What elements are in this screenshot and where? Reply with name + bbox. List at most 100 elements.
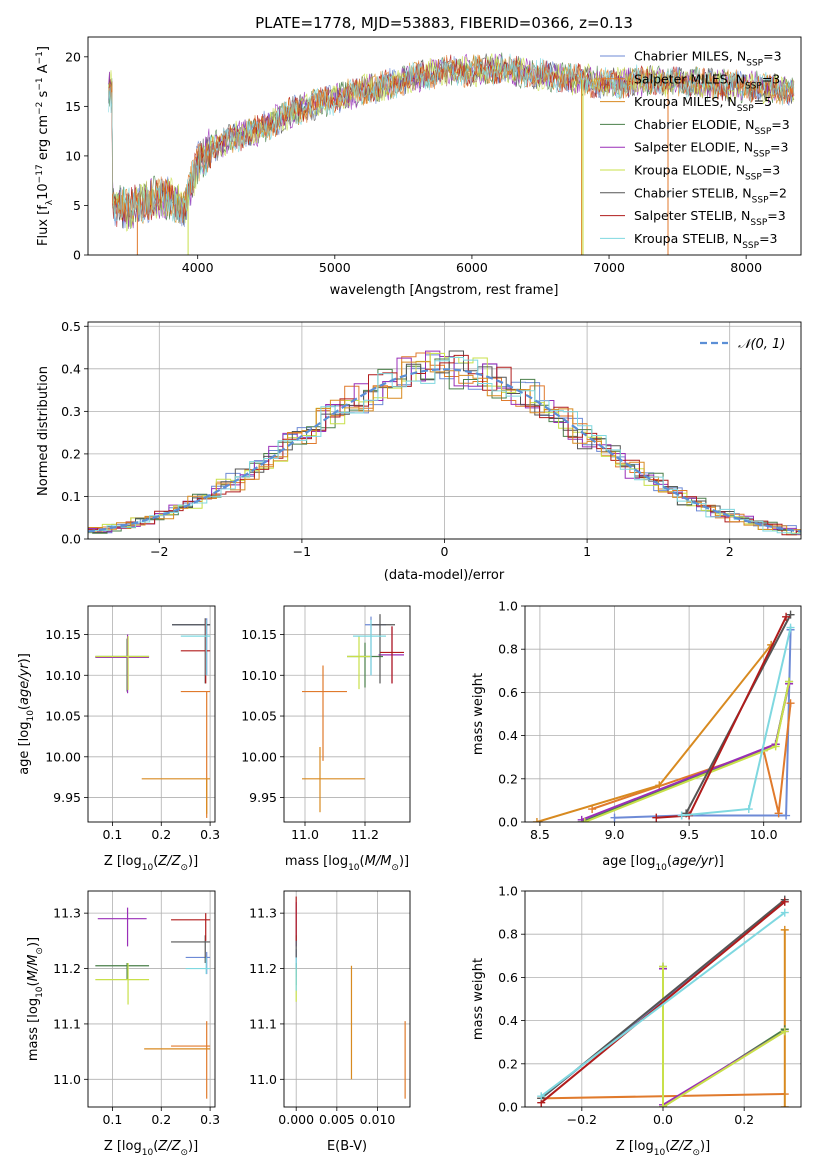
weight-marker <box>652 813 661 822</box>
y-tick-label: 11.1 <box>53 1016 81 1031</box>
y-tick-label: 9.95 <box>53 790 81 805</box>
plot-area <box>95 907 211 1099</box>
weight-marker <box>774 809 783 818</box>
axes-frame <box>524 890 802 1108</box>
y-tick-label: 10.05 <box>241 709 277 724</box>
y-tick-label: 0.0 <box>498 1100 518 1115</box>
axes-frame <box>283 605 411 823</box>
plot-area <box>537 895 789 1107</box>
x-tick-label: 0 <box>441 544 449 559</box>
spectrum-line <box>108 54 795 223</box>
age-vs-Z-panel: 0.1 0.2 0.3 9.95 10.00 10.05 10.10 10.15 Z [log1… <box>17 605 220 873</box>
x-tick-label: 0.2 <box>734 1112 754 1127</box>
y-tick-label: 0.2 <box>498 1056 518 1071</box>
legend-label: Chabrier ELODIE, NSSP=3 <box>634 117 790 137</box>
weight-marker <box>659 1103 667 1107</box>
y-tick-label: 10.05 <box>45 709 81 724</box>
figure-title: PLATE=1778, MJD=53883, FIBERID=0366, z=0… <box>255 14 633 32</box>
x-tick-label: 1 <box>583 544 591 559</box>
x-tick-label: 0.3 <box>200 827 220 842</box>
y-tick-label: 0.8 <box>498 642 518 657</box>
x-tick-label: 0.010 <box>360 1112 396 1127</box>
x-tick-label: 0.2 <box>151 827 171 842</box>
spectrum-panel: 4000 5000 6000 7000 8000 0 5 10 15 20 wavelength [… <box>35 36 802 298</box>
weight-line <box>656 616 787 819</box>
y-tick-label: 15 <box>65 99 81 114</box>
weight-marker <box>785 677 794 686</box>
x-tick-label: 0.3 <box>200 1112 220 1127</box>
legend-label: Chabrier MILES, NSSP=3 <box>634 49 782 69</box>
y-tick-label: 20 <box>65 49 81 64</box>
legend-label: Kroupa ELODIE, NSSP=3 <box>634 163 780 183</box>
weight-marker <box>532 818 541 822</box>
y-tick-label: 0.0 <box>61 532 81 547</box>
y-tick-label: 10.15 <box>241 627 277 642</box>
y-tick-label: 11.3 <box>53 906 81 921</box>
plot-area <box>88 350 801 536</box>
y-tick-label: 0.2 <box>61 446 81 461</box>
x-tick-label: 4000 <box>182 260 214 275</box>
y-tick-label: 0 <box>73 248 81 263</box>
y-axis-label: mass weight <box>471 673 486 755</box>
weight-marker <box>780 925 789 934</box>
axes-frame <box>87 36 802 256</box>
legend-label: Salpeter ELODIE, NSSP=3 <box>634 140 788 160</box>
weight-line <box>662 968 786 1107</box>
legend-label: Salpeter MILES, NSSP=3 <box>634 71 780 91</box>
weight-marker <box>786 623 795 632</box>
y-tick-label: 10.10 <box>241 668 277 683</box>
massweight-vs-Z-panel: −0.2 0.0 0.2 0.0 0.2 0.4 0.6 0.8 1.0 Z [log10(Z/Z… <box>471 884 802 1158</box>
weight-marker <box>771 742 780 751</box>
x-tick-label: 11.0 <box>291 827 319 842</box>
x-tick-label: 0.000 <box>278 1112 314 1127</box>
y-tick-label: 10.00 <box>45 749 81 764</box>
mass-vs-EBV-panel: 0.000 0.005 0.010 11.0 11.1 11.2 11.3 E(B-V) <box>249 890 411 1154</box>
plot-area <box>108 52 795 255</box>
axes-frame <box>87 321 802 540</box>
x-tick-label: 5000 <box>319 260 351 275</box>
x-tick-label: 7000 <box>593 260 625 275</box>
y-tick-label: 11.2 <box>249 961 277 976</box>
weight-marker <box>744 805 753 814</box>
weight-marker <box>782 612 791 621</box>
y-tick-label: 0.6 <box>498 685 518 700</box>
y-tick-label: 11.0 <box>53 1072 81 1087</box>
x-axis-label: Z [log10(Z/Z⊙)] <box>616 1139 710 1158</box>
x-tick-label: 6000 <box>456 260 488 275</box>
histogram-series <box>88 357 801 535</box>
y-tick-label: 10.00 <box>241 749 277 764</box>
y-tick-label: 0.1 <box>61 489 81 504</box>
weight-line <box>540 911 786 1097</box>
y-tick-label: 10.15 <box>45 627 81 642</box>
y-tick-label: 11.3 <box>249 906 277 921</box>
x-axis-label: E(B-V) <box>327 1139 367 1154</box>
x-tick-label: −0.2 <box>567 1112 597 1127</box>
y-axis-label: mass weight <box>471 958 486 1040</box>
weight-marker <box>655 781 664 790</box>
x-axis-label: wavelength [Angstrom, rest frame] <box>330 283 559 298</box>
legend-label: Chabrier STELIB, NSSP=2 <box>634 185 787 205</box>
weight-line <box>662 966 786 1107</box>
y-tick-label: 0.2 <box>498 771 518 786</box>
x-tick-label: 0.005 <box>319 1112 355 1127</box>
x-tick-label: 10.0 <box>750 827 778 842</box>
weight-marker <box>786 610 795 619</box>
legend-label: Kroupa STELIB, NSSP=3 <box>634 231 778 251</box>
legend-label: 𝒩(0, 1) <box>738 337 785 352</box>
y-axis-label: Flux [fλ10−17 erg cm−2 s−1 A−1] <box>35 46 55 246</box>
gaussian-curve <box>88 368 801 533</box>
age-vs-mass-panel: 11.0 11.2 9.95 10.00 10.05 10.10 10.15 mass [lo… <box>241 605 411 873</box>
weight-marker <box>780 1103 789 1107</box>
weight-marker <box>659 962 667 971</box>
x-tick-label: −1 <box>293 544 311 559</box>
y-axis-label: age [log10(age/yr)] <box>17 653 36 775</box>
residual-panel: −2 −1 0 1 2 0.0 0.1 0.2 0.3 0.4 0.5 𝒩(0, 1) (data-mo… <box>36 319 802 583</box>
x-tick-label: 0.1 <box>102 827 122 842</box>
y-tick-label: 1.0 <box>498 884 518 899</box>
axes-frame <box>87 605 216 823</box>
y-tick-label: 9.95 <box>249 790 277 805</box>
weight-marker <box>780 1027 789 1036</box>
y-tick-label: 5 <box>73 198 81 213</box>
x-tick-label: 8.5 <box>530 827 550 842</box>
